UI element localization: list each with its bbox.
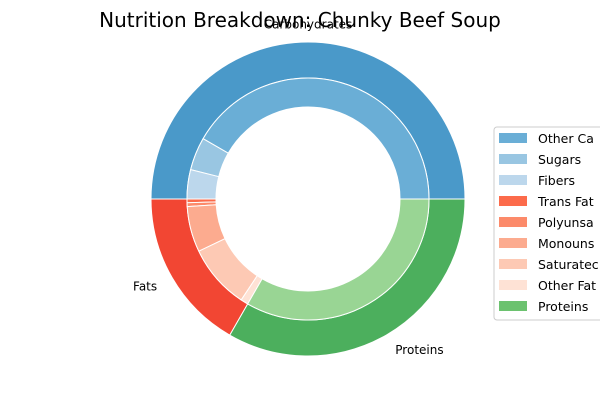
legend-label-trans-fat: Trans Fat [537, 194, 594, 209]
chart-title: Nutrition Breakdown: Chunky Beef Soup [99, 8, 501, 32]
legend-swatch-saturatec [499, 259, 527, 269]
legend-swatch-other-fat [499, 280, 527, 290]
legend-label-proteins: Proteins [538, 299, 588, 314]
ring-label-fats: Fats [133, 279, 157, 293]
ring-label-carbohydrates: Carbohydrates [264, 18, 353, 32]
legend-label-sugars: Sugars [538, 152, 581, 167]
legend-swatch-fibers [499, 175, 527, 185]
legend-label-other-ca: Other Ca [538, 131, 594, 146]
inner-ring [186, 77, 430, 321]
slice-proteins [229, 198, 466, 357]
legend-label-fibers: Fibers [538, 173, 575, 188]
ring-label-proteins: Proteins [395, 343, 443, 357]
legend-swatch-trans-fat [499, 196, 527, 206]
legend: Other Ca Sugars Fibers Trans Fat Polyunsa Mon… [493, 126, 600, 321]
legend-swatch-sugars [499, 154, 527, 164]
slice-proteins [247, 198, 430, 321]
legend-swatch-monouns [499, 238, 527, 248]
legend-swatch-other-ca [499, 133, 527, 143]
outer-ring-labels: Carbohydrates Fats Proteins [133, 18, 444, 357]
legend-label-polyunsa: Polyunsa [538, 215, 594, 230]
legend-swatch-proteins [499, 301, 527, 311]
legend-label-saturatec: Saturatec [538, 257, 599, 272]
legend-label-other-fat: Other Fat [538, 278, 596, 293]
legend-swatch-polyunsa [499, 217, 527, 227]
legend-label-monouns: Monouns [538, 236, 594, 251]
